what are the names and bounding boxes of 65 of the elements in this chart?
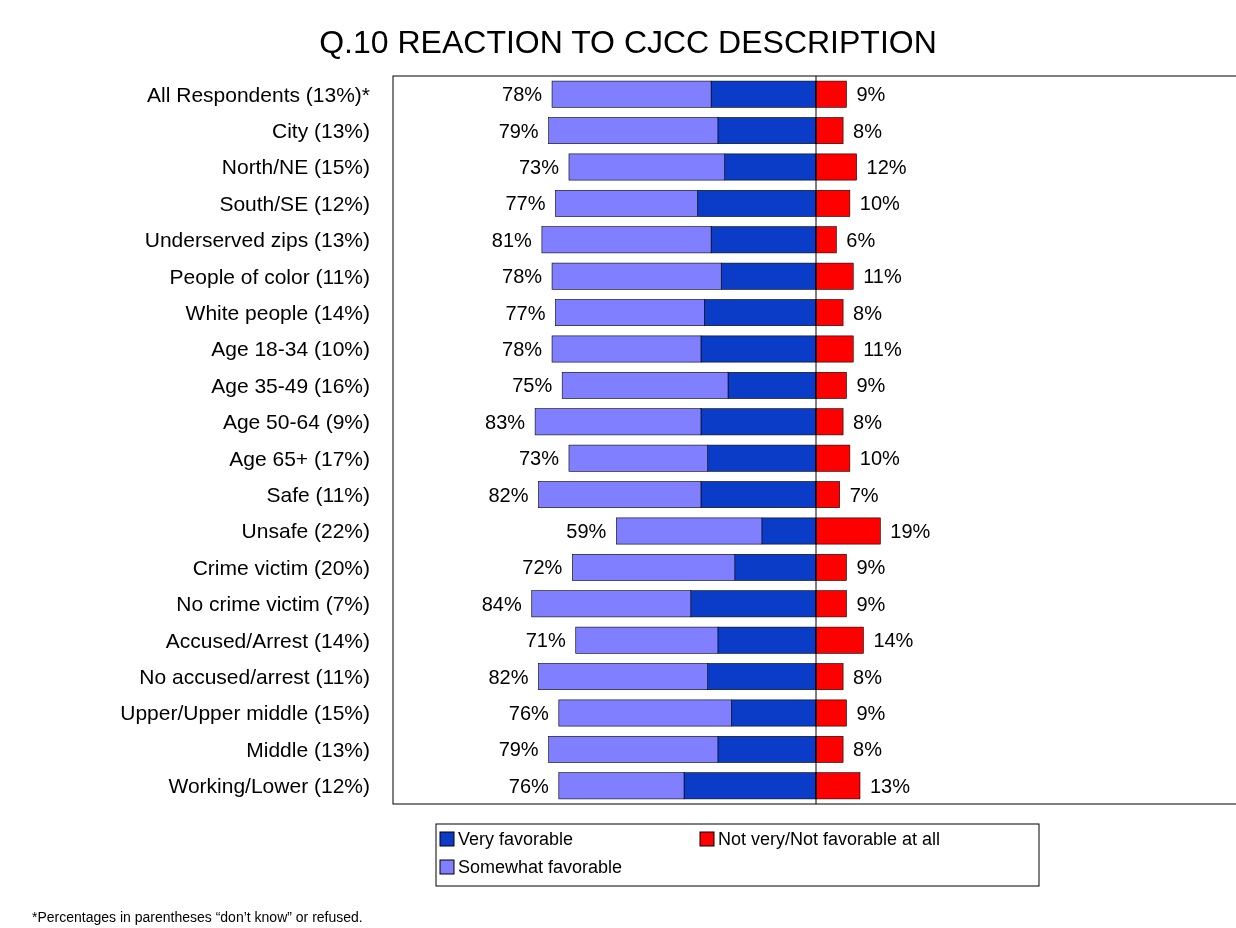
y-tick-label: No accused/arrest (11%) [139, 664, 370, 688]
legend-label: Very favorable [458, 829, 574, 850]
annotation: 81% [491, 228, 533, 251]
data-label: 13% [869, 774, 911, 797]
annotation: 79% [498, 738, 539, 761]
annotation: 82% [488, 483, 529, 506]
annotation: 77% [505, 192, 546, 215]
data-label: 9% [856, 83, 886, 106]
y-tick-label: Age 65+ (17%) [229, 446, 370, 470]
data-label: 9% [856, 556, 886, 579]
y-tick-label: All Respondents (13%)* [147, 82, 370, 106]
data-label: 10% [859, 192, 901, 215]
annotation: 82% [488, 665, 529, 688]
data-label: 10% [859, 447, 901, 470]
data-label: 7% [849, 483, 879, 506]
data-label: 6% [846, 228, 876, 251]
y-tick-label: Underserved zips (13%) [144, 228, 370, 252]
y-tick-label: People of color (11%) [169, 264, 370, 288]
y-tick-label: No crime victim (7%) [176, 592, 370, 616]
legend-label: Not very/Not favorable at all [718, 829, 941, 850]
data-label: 8% [853, 119, 883, 142]
y-tick-label: Upper/Upper middle (15%) [120, 701, 370, 725]
annotation: 78% [502, 338, 543, 360]
y-tick-label: South/SE (12%) [219, 191, 370, 215]
text: *Percentages in parentheses “don’t know” or refused. [32, 909, 363, 925]
data-label: 11% [863, 265, 902, 288]
y-tick-label: Age 50-64 (9%) [222, 410, 370, 434]
annotation: 75% [512, 374, 553, 397]
data-label: 19% [890, 520, 931, 542]
legend-label: Somewhat favorable [458, 857, 623, 878]
annotation: 73% [518, 447, 560, 470]
y-tick-label: Accused/Arrest (14%) [165, 628, 370, 652]
data-label: 9% [856, 592, 886, 615]
data-label: 8% [853, 301, 883, 324]
data-label: 8% [853, 410, 883, 433]
y-tick-label: Working/Lower (12%) [168, 774, 370, 798]
y-tick-label: White people (14%) [185, 300, 370, 324]
annotation: 79% [498, 119, 539, 142]
annotation: 71% [525, 629, 566, 652]
y-tick-label: Middle (13%) [246, 737, 370, 761]
annotation: 83% [485, 410, 526, 433]
annotation: 78% [502, 265, 543, 288]
y-tick-label: North/NE (15%) [221, 155, 370, 179]
annotation: 77% [505, 301, 546, 324]
y-tick-label: Safe (11%) [266, 482, 370, 506]
annotation: 59% [566, 520, 607, 542]
y-tick-label: Unsafe (22%) [241, 519, 370, 543]
data-label: 12% [866, 156, 907, 178]
annotation: 72% [522, 556, 563, 579]
data-label: 8% [853, 665, 883, 688]
y-tick-label: Age 18-34 (10%) [211, 337, 370, 361]
annotation: 84% [481, 592, 522, 615]
data-label: 9% [856, 374, 886, 397]
y-tick-label: Age 35-49 (16%) [211, 373, 370, 397]
chart-title: Q.10 REACTION TO CJCC DESCRIPTION [319, 24, 937, 60]
annotation: 73% [518, 156, 560, 178]
annotation: 76% [508, 774, 550, 797]
y-tick-label: Crime victim (20%) [192, 555, 370, 579]
data-label: 9% [856, 702, 886, 724]
data-label: 11% [863, 338, 902, 360]
annotation: 76% [508, 702, 550, 724]
data-label: 8% [853, 738, 883, 761]
annotation: 78% [502, 83, 543, 106]
data-label: 14% [873, 629, 914, 652]
y-tick-label: City (13%) [271, 118, 370, 142]
